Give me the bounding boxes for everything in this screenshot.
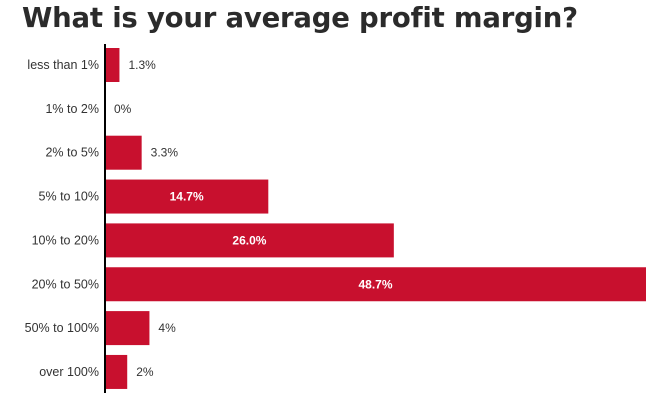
bar-2pct-to-5pct	[105, 135, 142, 170]
bar-5pct-to-10pct	[105, 179, 269, 214]
bar-50pct-to-100pct	[105, 311, 150, 346]
category-label-50pct-to-100pct: 50% to 100%	[25, 321, 99, 335]
category-label-20pct-to-50pct: 20% to 50%	[32, 277, 99, 291]
value-label-5pct-to-10pct: 14.7%	[170, 190, 204, 204]
category-label-2pct-to-5pct: 2% to 5%	[45, 146, 99, 160]
category-labels: less than 1% 1% to 2% 2% to 5% 5% to 10% 10%…	[25, 58, 99, 379]
category-label-less-than-1pct: less than 1%	[27, 58, 99, 72]
value-label-50pct-to-100pct: 4%	[158, 321, 176, 335]
value-label-over-100pct: 2%	[136, 365, 154, 379]
value-label-20pct-to-50pct: 48.7%	[358, 277, 392, 291]
category-label-over-100pct: over 100%	[39, 365, 99, 379]
bar-20pct-to-50pct	[105, 267, 646, 302]
chart-title: What is your average profit margin?	[22, 2, 578, 34]
category-label-10pct-to-20pct: 10% to 20%	[32, 233, 99, 247]
value-label-2pct-to-5pct: 3.3%	[151, 146, 179, 160]
bar-10pct-to-20pct	[105, 223, 394, 258]
bar-over-100pct	[105, 354, 128, 389]
bar-less-than-1pct	[105, 48, 120, 82]
bars	[105, 48, 646, 389]
value-label-1pct-to-2pct: 0%	[114, 102, 132, 116]
category-label-5pct-to-10pct: 5% to 10%	[39, 190, 99, 204]
value-label-less-than-1pct: 1.3%	[128, 58, 156, 72]
value-labels: 1.3% 0% 3.3% 14.7% 26.0% 48.7% 4% 2%	[114, 58, 393, 379]
category-label-1pct-to-2pct: 1% to 2%	[45, 102, 99, 116]
value-label-10pct-to-20pct: 26.0%	[232, 233, 266, 247]
